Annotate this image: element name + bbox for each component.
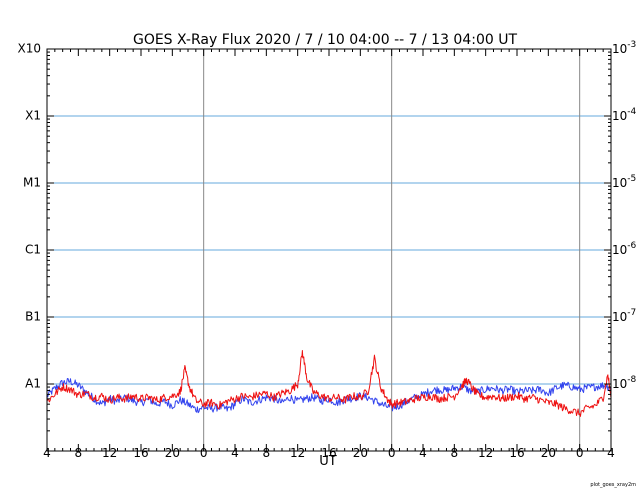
x-axis-tick-labels: 4 8 12 16 20 0 4 8 12 16 20 0 4 8 12 16 20 0 4 <box>43 446 615 460</box>
x-tick-label: 4 <box>43 446 51 460</box>
x-tick-label: 16 <box>509 446 524 460</box>
right-axis-label: 10-6 <box>612 241 637 257</box>
chart-title: GOES X-Ray Flux 2020 / 7 / 10 04:00 -- 7… <box>133 32 517 48</box>
right-axis-label: 10-5 <box>612 174 636 190</box>
series-layer <box>46 349 612 417</box>
x-tick-label: 4 <box>231 446 239 460</box>
right-axis-label: 10-8 <box>612 375 637 391</box>
ticks-layer <box>46 48 612 452</box>
series-line-red <box>46 349 612 417</box>
left-axis-label: X10 <box>18 42 42 56</box>
right-axis-labels: 10-3 10-4 10-5 10-6 10-7 10-8 <box>612 40 637 391</box>
x-tick-label: 0 <box>200 446 208 460</box>
x-tick-label: 12 <box>478 446 493 460</box>
x-tick-label: 4 <box>419 446 427 460</box>
left-axis-label: X1 <box>25 109 41 123</box>
x-tick-label: 20 <box>353 446 368 460</box>
x-axis-label: UT <box>319 454 337 469</box>
x-tick-label: 0 <box>576 446 584 460</box>
left-axis-label: C1 <box>25 243 41 257</box>
x-tick-label: 8 <box>263 446 271 460</box>
right-axis-label: 10-4 <box>612 107 637 123</box>
x-tick-label: 12 <box>102 446 117 460</box>
x-tick-label: 16 <box>133 446 148 460</box>
x-tick-label: 20 <box>165 446 180 460</box>
right-axis-label: 10-7 <box>612 308 636 324</box>
x-tick-label: 0 <box>388 446 396 460</box>
x-tick-label: 8 <box>75 446 83 460</box>
x-tick-label: 20 <box>541 446 556 460</box>
left-axis-labels: X10 X1 M1 C1 B1 A1 <box>18 42 42 391</box>
x-tick-label: 16 <box>321 446 336 460</box>
plot-credit: plot_goes_xray2m <box>590 482 636 488</box>
left-axis-label: A1 <box>25 377 41 391</box>
grid-layer <box>47 49 611 451</box>
x-tick-label: 8 <box>451 446 459 460</box>
x-tick-label: 12 <box>290 446 305 460</box>
left-axis-label: M1 <box>23 176 41 190</box>
right-axis-label: 10-3 <box>612 40 636 56</box>
x-tick-label: 4 <box>607 446 615 460</box>
left-axis-label: B1 <box>25 310 41 324</box>
